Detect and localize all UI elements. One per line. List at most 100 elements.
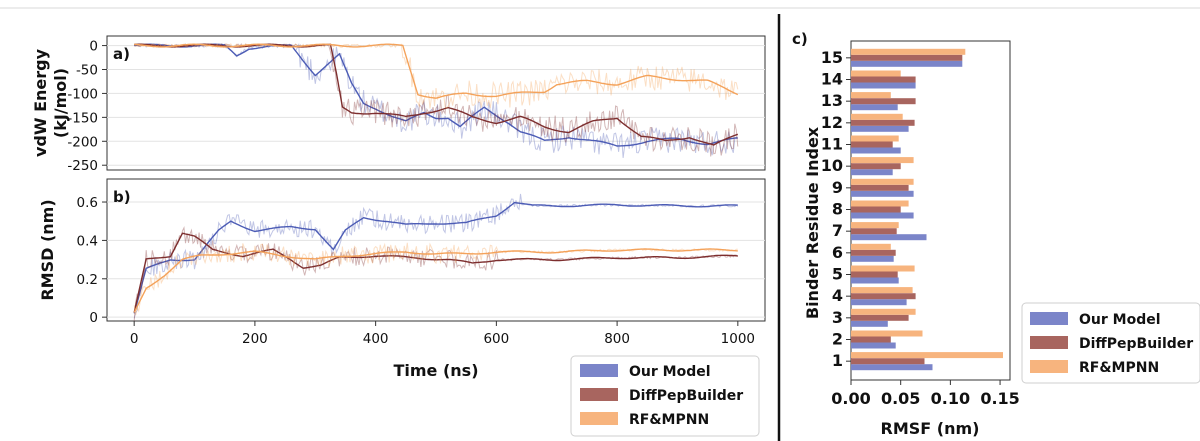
y-tick-label: 10 (821, 156, 843, 175)
legend-label: DiffPepBuilder (629, 388, 743, 404)
rmsf-bar (851, 358, 925, 365)
panel-c-y-axis-label: Binder Residue Index (803, 126, 822, 319)
y-tick-label: 7 (832, 221, 843, 240)
panel-c-x-axis-label: RMSF (nm) (881, 419, 980, 438)
panel-b-x-ticks: 0 200 400 600 800 1000 (130, 321, 755, 347)
rmsf-bar (851, 342, 896, 349)
x-tick-label: 400 (363, 331, 389, 347)
series-smoothed-line (134, 43, 739, 146)
y-tick-label: 8 (832, 200, 843, 219)
y-tick-label: -50 (76, 63, 98, 79)
rmsf-bar (851, 222, 899, 229)
series-smoothed-line (133, 232, 738, 313)
legend-label: DiffPepBuilder (1079, 336, 1193, 352)
y-tick-label: 0.4 (77, 233, 98, 249)
x-tick-label: 0.15 (980, 389, 1019, 408)
rmsf-bar (851, 249, 896, 256)
y-tick-label: 2 (832, 330, 843, 349)
panel-a-y-axis-label-line2: (kJ/mol) (51, 68, 70, 138)
y-tick-label: 14 (821, 70, 843, 89)
rmsf-bar (851, 206, 901, 213)
panel-c-label: c) (792, 30, 808, 48)
legend-swatch (580, 364, 618, 377)
rmsf-bar (851, 212, 914, 219)
panel-a-y-axis-label-line1: vdW Energy (31, 48, 50, 157)
legend-swatch (580, 412, 618, 425)
y-tick-label: 3 (832, 308, 843, 327)
panel-c-x-ticks: 0.00 0.05 0.10 0.15 (831, 380, 1020, 408)
rmsf-bar (851, 234, 927, 241)
series-raw-trace (133, 43, 739, 157)
rmsf-bar (851, 314, 909, 321)
rmsf-bar (851, 169, 893, 176)
series-smoothed-line (134, 43, 738, 147)
rmsf-bar (851, 54, 963, 61)
panel-b-y-axis-label: RMSD (nm) (38, 199, 57, 300)
legend-swatch (1030, 336, 1068, 349)
y-tick-label: 6 (832, 243, 843, 262)
x-tick-label: 800 (604, 331, 630, 347)
panel-a-frame (106, 35, 766, 171)
y-tick-label: 0.6 (77, 195, 98, 211)
panel-b-label: b) (113, 188, 131, 206)
rmsf-bar (851, 104, 898, 111)
panel-c-bars (851, 48, 1003, 371)
series-smoothed-line (133, 248, 738, 313)
panel-b-grid (107, 201, 765, 318)
rmsf-bar (851, 293, 916, 300)
series-smoothed-line (133, 201, 738, 314)
x-tick-label: 0.05 (881, 389, 920, 408)
legend-swatch (580, 388, 618, 401)
x-tick-label: 0.10 (931, 389, 970, 408)
y-tick-label: 0 (89, 39, 98, 55)
legend-right: Our Model DiffPepBuilder RF&MPNN (1021, 302, 1200, 384)
panel-a-series (133, 42, 739, 158)
rmsf-bar (851, 287, 913, 294)
rmsf-bar (851, 157, 914, 164)
y-tick-label: -100 (67, 86, 98, 102)
y-tick-label: -250 (67, 158, 98, 174)
y-tick-label: 0 (89, 310, 98, 326)
series-raw-trace (133, 226, 739, 322)
rmsf-bar (851, 299, 907, 306)
rmsf-bar (851, 190, 914, 197)
rmsf-bar (851, 228, 897, 235)
panel-b-rmsd: 0 0.2 0.4 0.6 0 200 400 600 800 1000 b) RMSD (nm… (38, 178, 766, 380)
rmsf-bar (851, 330, 923, 337)
y-tick-label: 15 (821, 48, 843, 67)
legend-swatch (1030, 360, 1068, 373)
rmsf-bar (851, 271, 898, 278)
rmsf-bar (851, 147, 901, 154)
rmsf-bar (851, 200, 909, 207)
x-tick-label: 0.00 (831, 389, 870, 408)
x-tick-label: 0 (130, 331, 139, 347)
rmsf-bar (851, 352, 1003, 359)
rmsf-bar (851, 178, 914, 185)
rmsf-bar (851, 119, 915, 126)
rmsf-bar (851, 98, 916, 105)
series-smoothed-line (134, 43, 739, 99)
panel-b-x-axis-label: Time (ns) (393, 361, 478, 380)
panel-a-label: a) (113, 45, 130, 63)
rmsf-bar (851, 76, 916, 83)
rmsf-bar (851, 243, 891, 250)
legend-left: Our Model DiffPepBuilder RF&MPNN (570, 355, 760, 437)
legend-swatch (1030, 312, 1068, 325)
legend-label: RF&MPNN (629, 412, 709, 428)
panel-b-series (133, 193, 739, 322)
y-tick-label: 9 (832, 178, 843, 197)
rmsf-bar (851, 364, 933, 371)
rmsf-bar (851, 92, 891, 99)
x-tick-label: 600 (483, 331, 509, 347)
rmsf-bar (851, 336, 891, 343)
y-tick-label: -150 (67, 110, 98, 126)
legend-label: Our Model (1079, 312, 1161, 328)
y-tick-label: -200 (67, 134, 98, 150)
rmsf-bar (851, 141, 893, 148)
rmsf-bar (851, 48, 966, 55)
y-tick-label: 13 (821, 91, 843, 110)
legend-label: Our Model (629, 364, 711, 380)
